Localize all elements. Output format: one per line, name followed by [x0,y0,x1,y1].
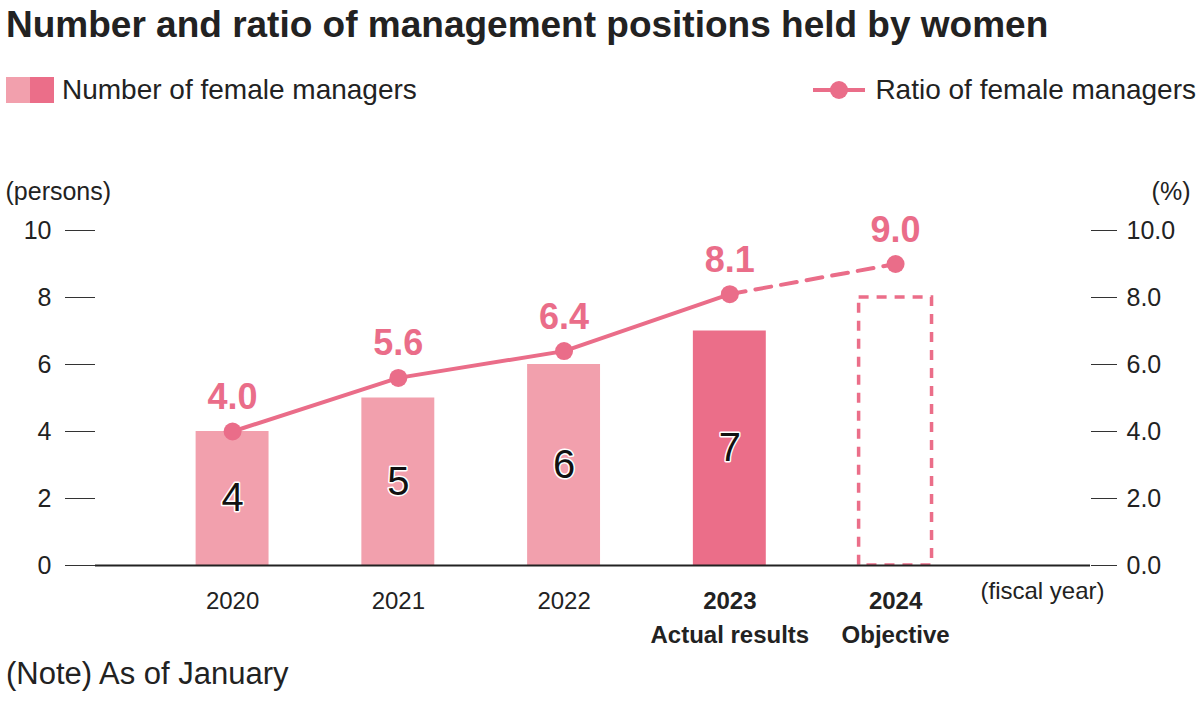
svg-text:4: 4 [38,417,52,445]
svg-text:(persons): (persons) [6,177,112,205]
html-text:Number of female managers: Number of female managers [62,74,417,105]
svg-text:2021: 2021 [372,587,425,614]
svg-text:2024Objective: 2024Objective [842,587,950,648]
svg-text:2023Actual results: 2023Actual results [650,587,809,648]
html-text:Ratio of female managers: Ratio of female managers [875,74,1196,105]
svg-text:10: 10 [24,216,52,244]
svg-text:5: 5 [387,459,409,503]
svg-text:(fiscal year): (fiscal year) [981,577,1105,604]
svg-text:6: 6 [553,442,575,486]
svg-text:4: 4 [221,475,243,519]
svg-text:2020: 2020 [206,587,259,614]
svg-text:8.1: 8.1 [705,239,755,280]
svg-text:4.0: 4.0 [208,376,258,417]
svg-text:(%): (%) [1152,177,1191,205]
html-text:Number and ratio of management: Number and ratio of management positions… [6,4,1049,45]
svg-text:0: 0 [38,551,52,579]
svg-text:4.0: 4.0 [1127,417,1162,445]
svg-text:9.0: 9.0 [871,209,921,250]
svg-text:7: 7 [719,425,741,469]
svg-text:2022: 2022 [537,587,590,614]
svg-text:8.0: 8.0 [1127,283,1162,311]
svg-text:2.0: 2.0 [1127,484,1162,512]
html-text:(Note) As of January: (Note) As of January [6,656,289,691]
svg-text:8: 8 [38,283,52,311]
svg-text:0.0: 0.0 [1127,551,1162,579]
svg-text:2: 2 [38,484,52,512]
svg-text:6.4: 6.4 [539,296,589,337]
svg-text:6.0: 6.0 [1127,350,1162,378]
svg-text:6: 6 [38,350,52,378]
svg-text:5.6: 5.6 [373,322,423,363]
svg-text:10.0: 10.0 [1127,216,1176,244]
